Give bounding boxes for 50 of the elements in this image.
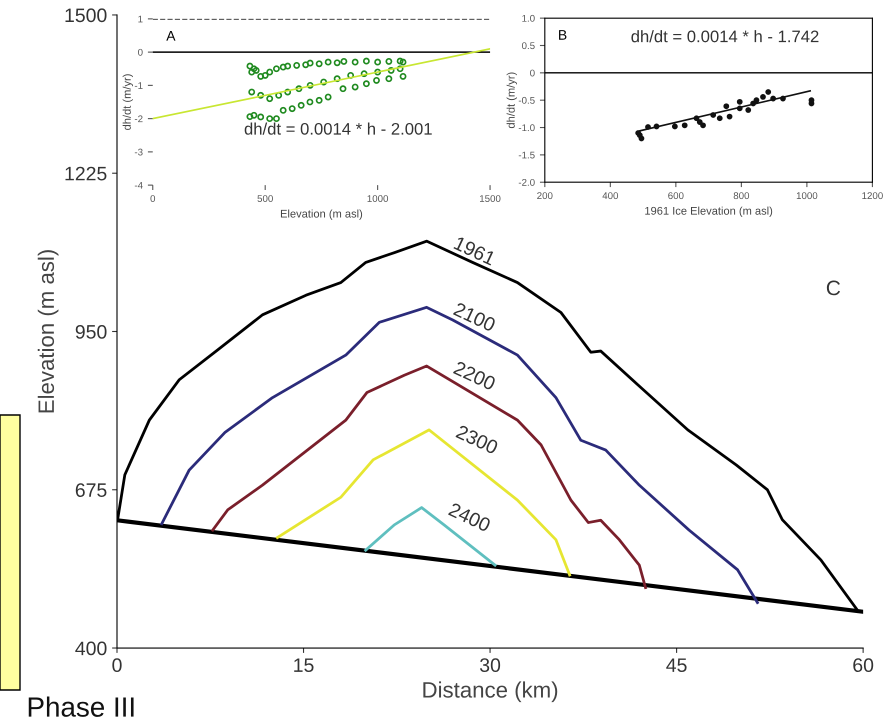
x-tick-label: 800 — [734, 192, 750, 200]
y-tick-label: 675 — [76, 483, 106, 497]
y-axis-title: Elevation (m asl) — [38, 250, 58, 412]
y-tick-label: -0.5 — [518, 96, 535, 104]
annotation: dh/dt = 0.0014 * h - 1.742 — [631, 30, 818, 42]
x-tick-label: 1200 — [862, 192, 883, 200]
y-tick-label: 0 — [138, 48, 143, 56]
annotation: A — [166, 31, 176, 41]
text: 2300 — [455, 424, 499, 455]
x-tick-label: 200 — [537, 192, 553, 200]
y-tick-label: 0.5 — [522, 42, 535, 50]
text: 1961 — [453, 236, 496, 266]
y-tick-label: 1.0 — [522, 14, 535, 22]
x-axis-title: Elevation (m asl) — [280, 209, 362, 220]
y-tick-label: 0 — [530, 70, 535, 76]
x-tick-label: 30 — [480, 658, 500, 672]
y-tick-label: 950 — [76, 324, 107, 339]
x-tick-label: 400 — [602, 192, 618, 200]
x-tick-label: 1000 — [796, 192, 818, 200]
x-tick-label: 15 — [294, 658, 314, 672]
x-tick-label: 1000 — [368, 195, 388, 202]
x-axis-title: Distance (km) — [423, 681, 558, 702]
y-tick-label: -1.0 — [518, 124, 535, 132]
y-tick-label: 1500 — [66, 8, 107, 22]
x-axis-title: 1961 Ice Elevation (m asl) — [645, 206, 772, 217]
y-tick-label: 400 — [75, 641, 107, 656]
y-axis-title: dh/dt (m/yr) — [122, 74, 134, 130]
y-tick-label: 1 — [138, 16, 143, 22]
x-tick-label: 600 — [668, 192, 684, 200]
y-tick-label: -4 — [134, 182, 143, 189]
y-tick-label: -1 — [134, 82, 143, 89]
annotation: dh/dt = 0.0014 * h - 2.001 — [244, 122, 432, 135]
y-axis-title: dh/dt (m/yr) — [506, 72, 517, 128]
x-tick-label: 0 — [150, 195, 156, 202]
annotation: C — [826, 280, 840, 296]
text: 2400 — [448, 502, 492, 532]
y-tick-label: -2 — [134, 115, 143, 122]
text: 2200 — [452, 360, 496, 391]
text: Phase III — [28, 696, 134, 717]
x-tick-label: 60 — [853, 658, 874, 672]
y-tick-label: -3 — [134, 148, 143, 156]
y-tick-label: -1.5 — [518, 152, 535, 158]
annotation: B — [559, 30, 566, 40]
x-tick-label: 500 — [257, 195, 273, 202]
y-tick-label: -2.0 — [518, 178, 535, 186]
x-tick-label: 45 — [666, 658, 687, 672]
x-tick-label: 1500 — [480, 195, 500, 202]
x-tick-label: 0 — [112, 658, 122, 672]
text: 2100 — [452, 302, 496, 332]
y-tick-label: 1225 — [66, 166, 106, 180]
